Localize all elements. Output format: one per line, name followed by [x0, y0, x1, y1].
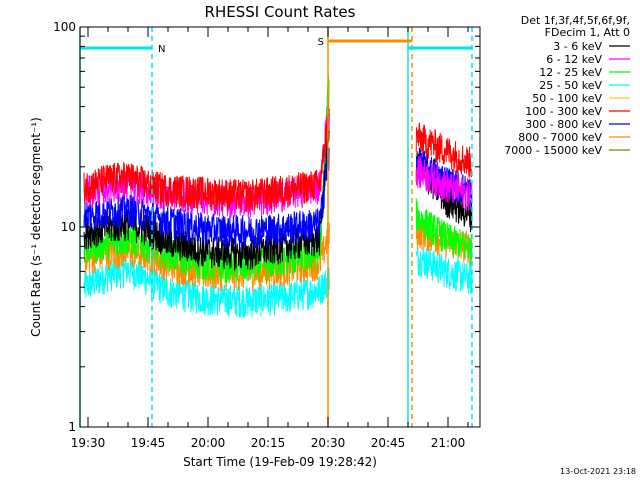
legend: Det 1f,3f,4f,5f,6f,9f,FDecim 1, Att 03 -…	[504, 14, 630, 157]
legend-label-0: 3 - 6 keV	[553, 40, 602, 53]
x-tick-label-0: 19:30	[71, 436, 106, 450]
axis-layer: 19:30 19:45 20:00 20:15 20:30 20:45 21:00 1 10 10…	[53, 20, 480, 450]
legend-label-1: 6 - 12 keV	[546, 53, 602, 66]
x-tick-label-5: 20:45	[371, 436, 406, 450]
timestamp: 13-Oct-2021 23:18	[560, 467, 636, 476]
legend-label-3: 25 - 50 keV	[539, 79, 602, 92]
series-line-3	[83, 246, 473, 319]
series-line-5	[83, 108, 473, 212]
attenuator-label-0: N	[158, 44, 165, 55]
series-layer	[83, 74, 473, 319]
legend-label-5: 100 - 300 keV	[525, 105, 602, 118]
attenuator-label-2: S	[318, 37, 324, 48]
legend-label-2: 12 - 25 keV	[539, 66, 602, 79]
legend-label-7: 800 - 7000 keV	[518, 131, 602, 144]
legend-header-0: Det 1f,3f,4f,5f,6f,9f,	[521, 14, 630, 27]
y-axis-label: Count Rate (s⁻¹ detector segment⁻¹)	[29, 117, 43, 337]
legend-label-4: 50 - 100 keV	[532, 92, 602, 105]
series-line-2	[83, 74, 473, 284]
legend-label-8: 7000 - 15000 keV	[504, 144, 602, 157]
x-tick-label-4: 20:30	[311, 436, 346, 450]
y-tick-label-2: 100	[53, 20, 76, 34]
x-tick-label-3: 20:15	[251, 436, 286, 450]
x-tick-label-6: 21:00	[431, 436, 466, 450]
x-tick-label-1: 19:45	[131, 436, 166, 450]
chart-title: RHESSI Count Rates	[205, 3, 356, 21]
legend-header-1: FDecim 1, Att 0	[545, 26, 630, 39]
y-tick-label-1: 10	[61, 220, 76, 234]
legend-label-6: 300 - 800 keV	[525, 118, 602, 131]
x-tick-label-2: 20:00	[191, 436, 226, 450]
y-tick-label-0: 1	[68, 420, 76, 434]
x-axis-label: Start Time (19-Feb-09 19:28:42)	[183, 455, 377, 469]
